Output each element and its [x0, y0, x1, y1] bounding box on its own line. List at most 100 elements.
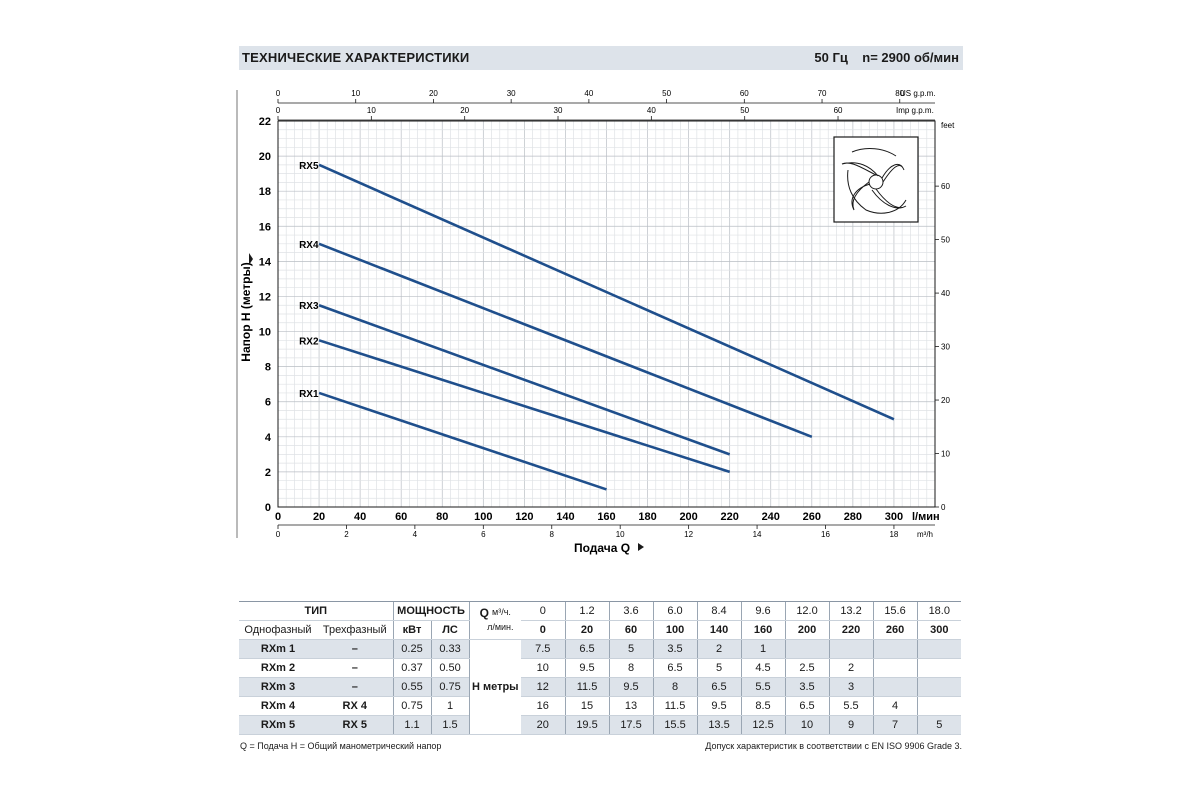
y2-unit-feet: feet — [941, 121, 955, 130]
power-hp: 0.50 — [430, 658, 470, 678]
table-row: RXm 1–0.25 0.33 H метры 7.5 6.5 5 3.5 2 1 — [239, 639, 962, 735]
table-row: RXm 3–0.55 0.75 12 11.5 9.5 8 6.5 5.5 3.5 3 — [239, 677, 962, 697]
x-tick-label: 60 — [395, 511, 407, 523]
m3h-tick-label: 18 — [889, 530, 898, 539]
q-lmin-cell: 260 — [872, 620, 918, 640]
model-single-phase: RXm 4 — [239, 696, 317, 716]
head-value: 11.5 — [564, 677, 610, 697]
q-lmin-cell: 160 — [740, 620, 786, 640]
x-tick-label: 280 — [844, 511, 862, 523]
series-label-rx1: RX1 — [299, 389, 319, 400]
q-m3h-cell: 0 — [521, 601, 566, 621]
x-tick-label: 300 — [885, 511, 903, 523]
q-lmin-cell: 200 — [784, 620, 830, 640]
series-line-rx5 — [318, 163, 895, 421]
x-tick-label: 200 — [679, 511, 697, 523]
head-value: 7 — [872, 715, 918, 735]
usgpm-tick-label: 70 — [818, 89, 827, 98]
head-value: 3.5 — [784, 677, 830, 697]
head-value: 6.5 — [652, 658, 698, 678]
head-value: 12 — [521, 677, 566, 697]
model-three-phase: – — [317, 658, 394, 678]
plot-frame — [277, 120, 936, 508]
head-value: 2 — [828, 658, 874, 678]
head-value: 8 — [652, 677, 698, 697]
series-label-rx4: RX4 — [299, 240, 319, 251]
power-kw: 1.1 — [392, 715, 432, 735]
q-label: Q — [479, 606, 489, 621]
head-value: 5 — [696, 658, 742, 678]
q-header: Q м³/ч. л/мин. — [468, 601, 522, 640]
q-m3h-cell: 8.4 — [696, 601, 742, 621]
q-lmin-cell: 60 — [608, 620, 654, 640]
table-row: RXm 4 RX 4 0.75 1 16 15 13 11.5 9.5 8.5 6.5 5.5 4 — [239, 696, 962, 716]
head-value: 17.5 — [608, 715, 654, 735]
series-label-rx3: RX3 — [299, 301, 319, 312]
col-three-phase: Трехфазный — [317, 620, 394, 640]
model-single-phase: RXm 5 — [239, 715, 317, 735]
x-unit-lmin: l/мин — [912, 511, 940, 523]
power-hp: 1.5 — [430, 715, 470, 735]
head-value: 9.5 — [696, 696, 742, 716]
x-tick-label: 120 — [515, 511, 533, 523]
m3h-tick-label: 0 — [276, 530, 281, 539]
y-tick-label: 14 — [259, 256, 272, 268]
impgpm-tick-label: 0 — [276, 106, 281, 115]
m3h-tick-label: 2 — [344, 530, 349, 539]
feet-tick-label: 30 — [941, 343, 950, 352]
y-tick-label: 6 — [265, 397, 271, 409]
y-tick-label: 18 — [259, 186, 271, 198]
x-tick-label: 260 — [803, 511, 821, 523]
power-hp: 0.75 — [430, 677, 470, 697]
col-hp: ЛС — [430, 620, 470, 640]
feet-tick-label: 50 — [941, 236, 950, 245]
impeller-icon — [833, 136, 919, 223]
usgpm-tick-label: 20 — [429, 89, 438, 98]
impgpm-tick-label: 50 — [740, 106, 749, 115]
impgpm-tick-label: 10 — [367, 106, 376, 115]
power-kw: 0.37 — [392, 658, 432, 678]
head-value: 10 — [521, 658, 566, 678]
model-single-phase: RXm 3 — [239, 677, 317, 697]
y-tick-label: 0 — [265, 502, 271, 514]
q-lmin-cell: 220 — [828, 620, 874, 640]
series-label-rx2: RX2 — [299, 336, 319, 347]
x-tick-label: 240 — [762, 511, 780, 523]
impgpm-tick-label: 20 — [460, 106, 469, 115]
power-hp: 1 — [430, 696, 470, 716]
col-kw: кВт — [392, 620, 432, 640]
col-single-phase: Однофазный — [239, 620, 317, 640]
y-tick-label: 4 — [265, 432, 272, 444]
usgpm-tick-label: 30 — [507, 89, 516, 98]
y-tick-label: 20 — [259, 151, 271, 163]
head-value: 15 — [564, 696, 610, 716]
usgpm-tick-label: 80 — [895, 89, 904, 98]
x-tick-label: 100 — [474, 511, 492, 523]
series-line-rx4 — [318, 242, 813, 439]
y-tick-label: 16 — [259, 221, 271, 233]
head-value: 10 — [784, 715, 830, 735]
head-value: 5.5 — [828, 696, 874, 716]
x-tick-label: 0 — [275, 511, 281, 523]
head-value: 2.5 — [784, 658, 830, 678]
head-value: 13 — [608, 696, 654, 716]
model-single-phase: RXm 1 — [239, 639, 317, 659]
m3h-tick-label: 16 — [821, 530, 830, 539]
impgpm-tick-label: 60 — [834, 106, 843, 115]
y-tick-label: 8 — [265, 362, 271, 374]
q-m3h-cell: 13.2 — [828, 601, 874, 621]
head-value: 13.5 — [696, 715, 742, 735]
head-value: 4.5 — [740, 658, 786, 678]
page-title: ТЕХНИЧЕСКИЕ ХАРАКТЕРИСТИКИ — [242, 50, 470, 65]
head-value: 4 — [872, 696, 918, 716]
head-value: 8.5 — [740, 696, 786, 716]
header-bar: ТЕХНИЧЕСКИЕ ХАРАКТЕРИСТИКИ 50 Гц n= 2900… — [239, 46, 963, 70]
head-value — [828, 639, 874, 659]
m3h-tick-label: 4 — [413, 530, 418, 539]
feet-tick-label: 20 — [941, 396, 950, 405]
col-type-header: ТИП — [239, 601, 394, 621]
speed-spec: 50 Гц n= 2900 об/мин — [814, 50, 959, 65]
y-tick-label: 12 — [259, 291, 271, 303]
